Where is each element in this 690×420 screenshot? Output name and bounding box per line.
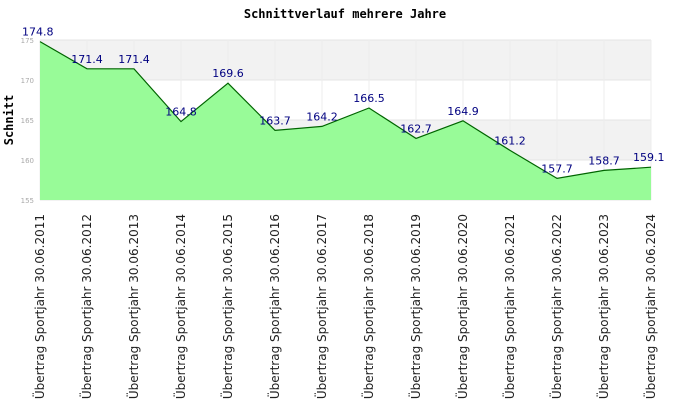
- x-tick-label: Übertrag Sportjahr 30.06.2015: [219, 214, 235, 399]
- x-tick-label: Übertrag Sportjahr 30.06.2018: [360, 214, 376, 399]
- data-series: [39, 41, 652, 200]
- data-label: 174.8: [22, 26, 54, 39]
- data-label: 166.5: [353, 92, 385, 105]
- data-label: 158.7: [588, 154, 620, 167]
- plot-band: [40, 40, 651, 80]
- x-tick-label: Übertrag Sportjahr 30.06.2014: [172, 214, 188, 399]
- x-tick-label: Übertrag Sportjahr 30.06.2017: [313, 214, 329, 399]
- y-tick-label: 160: [21, 157, 34, 165]
- data-label: 162.7: [400, 122, 432, 135]
- y-axis-ticks: 155 160 165 170 175: [21, 37, 34, 205]
- x-tick-label: Übertrag Sportjahr 30.06.2022: [548, 214, 564, 399]
- x-tick-label: Übertrag Sportjahr 30.06.2019: [407, 214, 423, 399]
- data-label: 161.2: [494, 134, 526, 147]
- y-axis-label: Schnitt: [2, 95, 16, 146]
- data-label: 163.7: [259, 114, 291, 127]
- x-tick-label: Übertrag Sportjahr 30.06.2024: [642, 214, 658, 399]
- series-line: [39, 41, 652, 180]
- data-label: 164.8: [165, 106, 197, 119]
- x-tick-label: Übertrag Sportjahr 30.06.2012: [78, 214, 94, 399]
- series-area: [40, 41, 651, 200]
- data-label: 164.9: [447, 105, 479, 118]
- x-tick-label: Übertrag Sportjahr 30.06.2020: [454, 214, 470, 399]
- data-label: 159.1: [633, 151, 665, 164]
- data-label: 171.4: [71, 53, 103, 66]
- x-tick-label: Übertrag Sportjahr 30.06.2016: [266, 214, 282, 399]
- data-labels: 174.8 171.4 171.4 164.8 169.6 163.7 164.2 166.5…: [22, 26, 665, 176]
- y-tick-label: 170: [21, 77, 34, 85]
- x-tick-label: Übertrag Sportjahr 30.06.2011: [31, 214, 47, 399]
- chart-title: Schnittverlauf mehrere Jahre: [244, 7, 446, 21]
- x-axis-ticks: Übertrag Sportjahr 30.06.2011 Übertrag Sp…: [31, 214, 658, 399]
- y-tick-label: 175: [21, 37, 34, 45]
- x-tick-label: Übertrag Sportjahr 30.06.2023: [595, 214, 611, 399]
- x-tick-label: Übertrag Sportjahr 30.06.2013: [125, 214, 141, 399]
- data-label: 164.2: [306, 110, 338, 123]
- data-label: 169.6: [212, 67, 244, 80]
- x-tick-label: Übertrag Sportjahr 30.06.2021: [501, 214, 517, 399]
- y-tick-label: 155: [21, 197, 34, 205]
- data-label: 171.4: [118, 53, 150, 66]
- y-tick-label: 165: [21, 117, 34, 125]
- data-label: 157.7: [541, 162, 573, 175]
